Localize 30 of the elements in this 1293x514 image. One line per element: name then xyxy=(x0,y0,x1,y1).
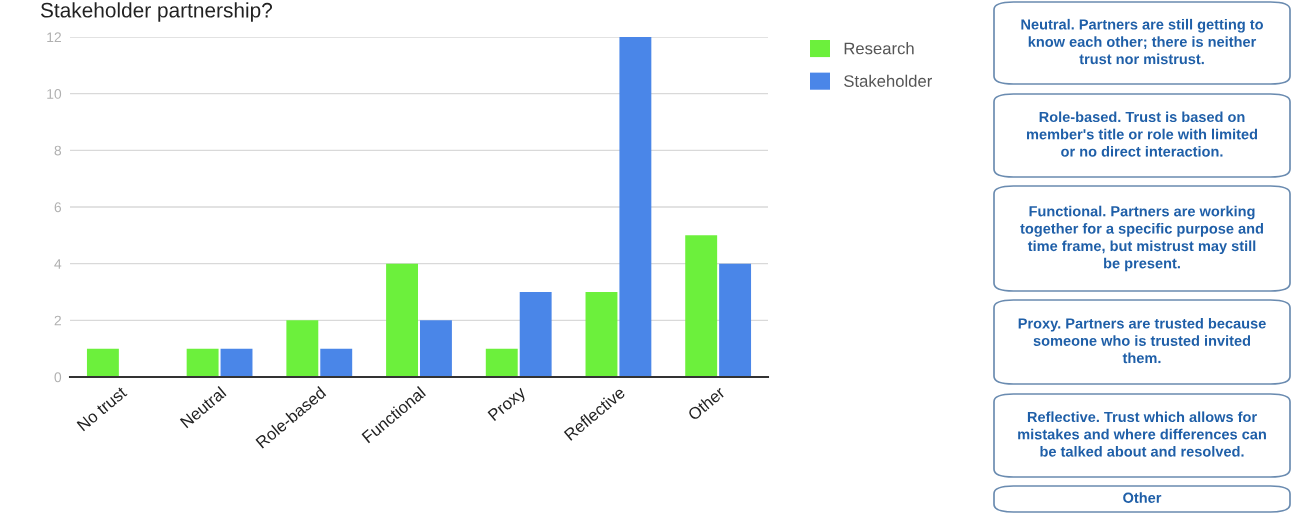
y-tick-label: 0 xyxy=(54,372,62,383)
text: Proxy. Partners are trusted because someone who is trusted invited them. xyxy=(1018,317,1266,364)
y-tick-label: 12 xyxy=(47,32,61,43)
y-tick-label: 6 xyxy=(54,202,62,213)
chart-title: Stakeholder partnership? xyxy=(40,2,273,22)
text: Reflective. Trust which allows for mistakes and where differences can be talked about and resolved. xyxy=(1018,411,1266,457)
y-tick-label: 4 xyxy=(54,259,62,269)
bar xyxy=(619,37,652,377)
bar xyxy=(86,348,119,377)
legend-label: Stakeholder xyxy=(844,74,933,87)
bar xyxy=(485,348,518,377)
text: Functional. Partners are working together for a specific purpose and time frame, but mistrust may still be present. xyxy=(1020,205,1263,272)
text: Role-based. Trust is based on member's title or role with limited or no direct interaction. xyxy=(1026,111,1258,157)
y-tick-label: 8 xyxy=(54,145,62,156)
bar xyxy=(719,263,752,377)
bar xyxy=(220,348,253,377)
x-tick-label: No trust xyxy=(76,385,128,432)
bar xyxy=(685,235,718,377)
legend-label: Research xyxy=(844,42,914,55)
bar xyxy=(585,292,618,377)
bar xyxy=(519,292,552,377)
bar xyxy=(386,263,418,377)
text: Neutral. Partners are still getting to know each other; there is neither trust nor mistrust. xyxy=(1021,18,1263,65)
bar xyxy=(286,320,319,377)
y-tick-label: 2 xyxy=(54,315,61,326)
bar xyxy=(420,320,452,377)
bar xyxy=(186,348,219,377)
bar xyxy=(320,348,353,377)
text: Other xyxy=(1123,492,1162,503)
y-tick-label: 10 xyxy=(47,89,62,99)
